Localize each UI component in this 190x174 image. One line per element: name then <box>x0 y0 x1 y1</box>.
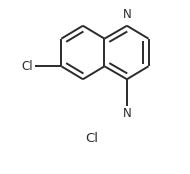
Text: Cl: Cl <box>21 60 33 73</box>
Text: N: N <box>123 107 131 120</box>
Text: N: N <box>123 8 131 21</box>
Text: Cl: Cl <box>85 132 98 145</box>
